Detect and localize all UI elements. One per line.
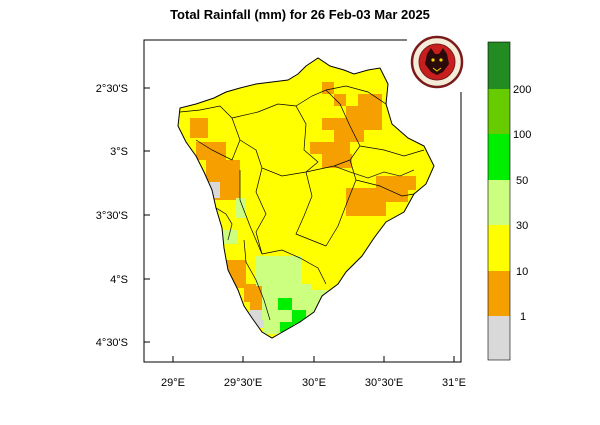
legend-label-10: 10 [516,266,528,278]
legend-swatch-lt1 [488,316,510,360]
light-green-cells [224,198,334,334]
lon-label-31: 31°E [442,377,466,389]
legend-swatch-100-200 [488,89,510,134]
legend-swatch-1-10 [488,271,510,316]
lon-ticks [172,356,455,362]
legend-swatch-gt200 [488,42,510,89]
lat-tick-labels: 2°30'S 3°S 3°30'S 4°S 4°30'S [96,83,128,349]
legend-label-200: 200 [513,84,531,96]
lon-label-30-30: 30°30'E [365,377,403,389]
lat-ticks [144,87,150,343]
igebu-logo [407,32,467,92]
legend-label-1: 1 [520,311,526,323]
lat-label-4: 4°S [110,274,128,286]
lat-label-3: 3°S [110,146,128,158]
map-title: Total Rainfall (mm) for 26 Feb-03 Mar 20… [170,7,430,22]
legend-swatch-10-30 [488,225,510,271]
lon-tick-labels: 29°E 29°30'E 30°E 30°30'E 31°E [161,377,466,389]
lat-label-2-30: 2°30'S [96,83,128,95]
legend: 1 10 30 50 100 200 [487,41,531,361]
legend-label-100: 100 [513,129,531,141]
legend-swatch-50-100 [488,134,510,180]
orange-cells [190,82,416,314]
lat-label-4-30: 4°30'S [96,337,128,349]
leopard-head-icon [425,48,449,75]
legend-swatch-30-50 [488,180,510,225]
lon-label-29-30: 29°30'E [224,377,262,389]
lon-label-30: 30°E [302,377,326,389]
lat-label-3-30: 3°30'S [96,210,128,222]
rivers [215,165,415,241]
lon-label-29: 29°E [161,377,185,389]
legend-label-30: 30 [516,220,528,232]
legend-label-50: 50 [516,175,528,187]
